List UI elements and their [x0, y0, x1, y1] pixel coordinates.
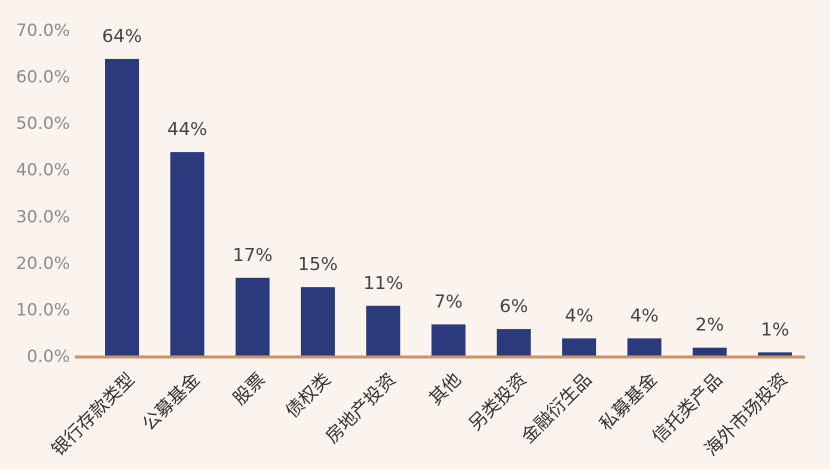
value-label: 2% [695, 315, 724, 336]
x-tick-label: 金融衍生品 [518, 369, 596, 447]
value-label: 4% [630, 305, 659, 326]
value-label: 7% [434, 291, 463, 312]
y-tick-label: 0.0% [27, 347, 70, 367]
value-label: 6% [500, 296, 529, 317]
y-tick-label: 60.0% [16, 68, 70, 88]
value-label: 17% [233, 245, 273, 266]
value-label: 4% [565, 305, 594, 326]
value-label: 1% [761, 319, 790, 340]
y-tick-label: 40.0% [16, 161, 70, 181]
y-tick-label: 10.0% [16, 300, 70, 320]
bar [105, 58, 139, 357]
bar [170, 152, 205, 357]
x-tick-label: 私募基金 [596, 369, 662, 435]
y-tick-label: 20.0% [16, 254, 70, 274]
value-label: 64% [102, 26, 142, 47]
value-label: 44% [167, 119, 207, 140]
y-tick-label: 30.0% [16, 207, 70, 227]
x-tick-label: 银行存款类型 [48, 369, 139, 460]
value-label: 15% [298, 254, 338, 275]
bar [562, 338, 597, 357]
bar [300, 287, 335, 357]
x-tick-label: 公募基金 [139, 369, 205, 435]
x-tick-label: 另类投资 [465, 369, 531, 435]
value-label: 11% [363, 273, 403, 294]
y-tick-label: 50.0% [16, 114, 70, 134]
bar [627, 338, 662, 357]
bar [235, 277, 270, 357]
bar [758, 352, 792, 357]
x-tick-label: 其他 [425, 369, 465, 409]
bar [366, 305, 401, 357]
y-tick-label: 70.0% [16, 21, 70, 41]
bar [692, 347, 727, 357]
x-tick-label: 房地产投资 [322, 369, 400, 447]
x-tick-label: 股票 [229, 369, 269, 409]
bar [496, 329, 531, 357]
x-tick-label: 债权类 [282, 369, 335, 422]
bar [431, 324, 466, 357]
